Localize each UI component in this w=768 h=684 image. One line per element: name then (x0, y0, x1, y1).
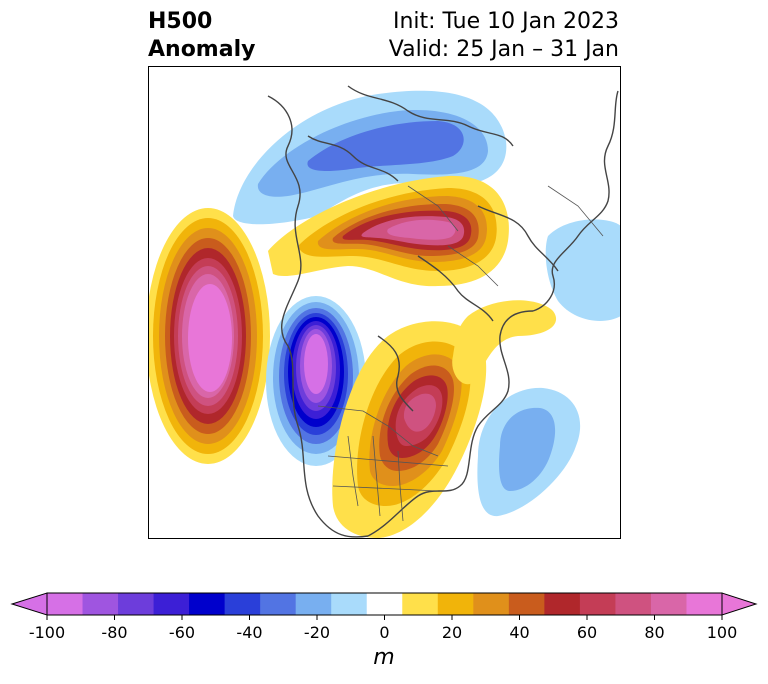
positive-anomaly-pacific (148, 208, 270, 464)
positive-anomaly-east (332, 321, 487, 538)
colorbar-segment (331, 593, 368, 615)
colorbar-segment (650, 593, 687, 615)
colorbar: -100 -80 -60 -40 -20 0 20 40 60 80 100 (10, 592, 758, 642)
colorbar-tick-label: 100 (707, 623, 738, 642)
negative-anomaly-siberia (545, 219, 621, 321)
colorbar-segment (224, 593, 261, 615)
positive-anomaly-band (268, 175, 509, 287)
colorbar-tick-label: 0 (379, 623, 389, 642)
colorbar-tick-label: -80 (101, 623, 127, 642)
map-title: H500 Anomaly (148, 8, 255, 64)
colorbar-tick-label: 60 (577, 623, 597, 642)
valid-range: Valid: 25 Jan – 31 Jan (388, 37, 619, 62)
coastlines (267, 85, 619, 538)
colorbar-segment (508, 593, 545, 615)
title-variable: H500 (148, 9, 213, 34)
colorbar-segment (579, 593, 616, 615)
colorbar-segments (10, 592, 758, 616)
anomaly-map (148, 66, 621, 539)
colorbar-segment (544, 593, 581, 615)
colorbar-segment (473, 593, 510, 615)
colorbar-segment (366, 593, 403, 615)
colorbar-ticks: -100 -80 -60 -40 -20 0 20 40 60 80 100 (29, 615, 737, 642)
colorbar-segment (437, 593, 474, 615)
map-dates: Init: Tue 10 Jan 2023 Valid: 25 Jan – 31… (389, 8, 619, 64)
colorbar-tick-label: -100 (29, 623, 65, 642)
colorbar-tick-label: -20 (304, 623, 330, 642)
colorbar-segment (402, 593, 439, 615)
colorbar-segment (118, 593, 155, 615)
positive-anomaly-atlantic (452, 300, 557, 385)
colorbar-segment (82, 593, 119, 615)
colorbar-tick-label: -40 (236, 623, 262, 642)
colorbar-extend-max (721, 592, 758, 616)
negative-anomaly-atlantic (477, 387, 581, 517)
title-field: Anomaly (148, 37, 256, 62)
colorbar-tick-label: 40 (509, 623, 529, 642)
colorbar-segment (295, 593, 332, 615)
political-borders (317, 185, 604, 522)
colorbar-segment (153, 593, 190, 615)
colorbar-segment (615, 593, 652, 615)
init-date: Init: Tue 10 Jan 2023 (392, 9, 619, 34)
colorbar-extend-min (10, 592, 48, 616)
colorbar-segment (260, 593, 297, 615)
colorbar-unit: m (373, 645, 395, 670)
colorbar-tick-label: -60 (169, 623, 195, 642)
colorbar-segment (686, 593, 723, 615)
colorbar-tick-label: 80 (644, 623, 664, 642)
colorbar-segment (189, 593, 226, 615)
negative-anomaly-arctic (233, 90, 507, 225)
colorbar-segment (47, 593, 84, 615)
colorbar-tick-label: 20 (442, 623, 462, 642)
